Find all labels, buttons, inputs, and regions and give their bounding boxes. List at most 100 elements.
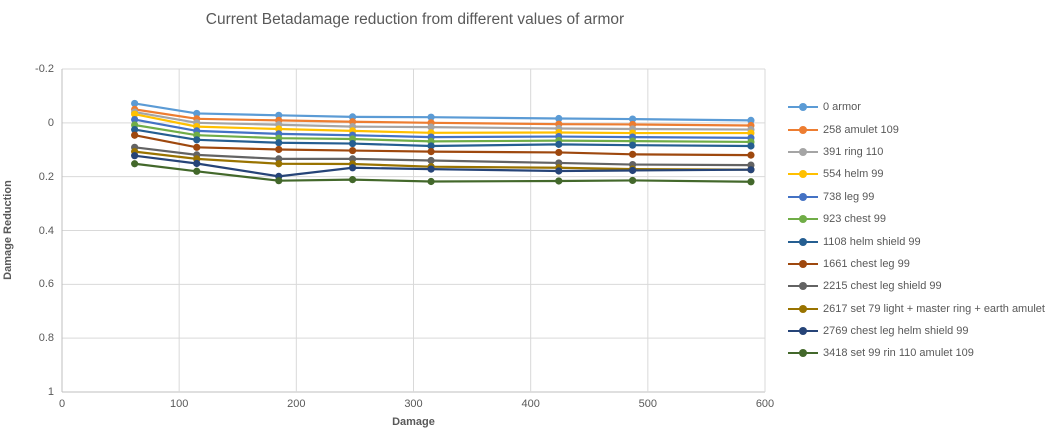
data-point-marker (131, 125, 139, 134)
data-point-marker (427, 113, 435, 121)
data-point-marker (275, 145, 283, 154)
data-point-marker (131, 131, 139, 139)
legend-item[interactable]: 1108 helm shield 99 (788, 230, 1045, 252)
legend-marker-icon (788, 147, 818, 156)
legend-label: 738 leg 99 (823, 190, 875, 203)
series-line (134, 134, 751, 157)
data-point-marker (747, 178, 755, 186)
legend-label: 1108 helm shield 99 (823, 235, 921, 248)
legend-label: 2769 chest leg helm shield 99 (823, 325, 969, 338)
data-point-marker (555, 177, 563, 185)
legend-label: 0 armor (823, 101, 861, 114)
legend-item[interactable]: 1661 chest leg 99 (788, 253, 1045, 275)
x-tick-label: 0 (58, 398, 66, 410)
y-tick-label: 0.2 (38, 170, 54, 183)
legend-item[interactable]: 0 armor (788, 96, 1045, 118)
series-line (134, 108, 751, 127)
y-tick-label: 0 (47, 116, 54, 129)
series-line (134, 128, 751, 148)
legend-label: 1661 chest leg 99 (823, 257, 910, 270)
data-point-marker (131, 110, 139, 118)
series-line (134, 146, 751, 167)
legend-marker-icon (788, 259, 818, 268)
data-point-marker (427, 165, 435, 173)
legend-item[interactable]: 554 helm 99 (788, 163, 1045, 185)
chart-title: Current Betadamage reduction from differ… (205, 11, 625, 28)
legend-label: 258 amulet 109 (823, 123, 899, 136)
series-line (134, 123, 751, 144)
data-point-marker (629, 166, 637, 175)
legend-label: 391 ring 110 (823, 145, 884, 158)
legend-item[interactable]: 738 leg 99 (788, 186, 1045, 208)
legend-label: 923 chest 99 (823, 213, 886, 226)
data-point-marker (629, 176, 637, 185)
data-point-marker (131, 116, 139, 124)
y-axis-title: Damage Reduction (2, 180, 14, 280)
data-point-marker (193, 109, 201, 118)
legend-label: 2215 chest leg shield 99 (823, 280, 942, 293)
chart-legend: 0 armor 258 amulet 109 391 ring 110 554 hel… (788, 96, 1045, 365)
y-tick-label: 1 (47, 386, 54, 398)
data-point-marker (348, 155, 357, 163)
data-point-marker (131, 160, 139, 168)
data-point-marker (555, 167, 563, 175)
legend-marker-icon (788, 237, 818, 246)
y-tick-label: 0.4 (38, 224, 54, 237)
legend-label: 3418 set 99 rin 110 amulet 109 (823, 347, 974, 360)
legend-item[interactable]: 2769 chest leg helm shield 99 (788, 320, 1045, 342)
y-tick-label: 0.8 (38, 332, 54, 345)
data-point-marker (747, 166, 755, 174)
legend-marker-icon (788, 125, 818, 134)
data-point-marker (629, 115, 637, 123)
data-point-marker (427, 148, 435, 156)
data-point-marker (747, 142, 755, 150)
data-point-marker (555, 140, 563, 148)
x-tick-label: 500 (638, 398, 657, 410)
legend-marker-icon (788, 282, 818, 291)
data-point-marker (193, 143, 201, 151)
legend-label: 554 helm 99 (823, 168, 884, 181)
legend-marker-icon (788, 192, 818, 201)
data-point-marker (348, 176, 357, 184)
series-line (134, 154, 751, 178)
data-point-marker (275, 160, 283, 168)
legend-marker-icon (788, 304, 818, 313)
legend-item[interactable]: 923 chest 99 (788, 208, 1045, 230)
data-point-marker (193, 159, 201, 168)
y-tick-label: -0.2 (35, 63, 54, 75)
data-point-marker (275, 111, 283, 119)
data-point-marker (427, 142, 435, 150)
x-tick-label: 100 (169, 398, 189, 410)
data-point-marker (275, 177, 283, 185)
data-point-marker (629, 141, 637, 149)
legend-label: 2617 set 79 light + master ring + earth … (823, 302, 1045, 315)
legend-item[interactable]: 3418 set 99 rin 110 amulet 109 (788, 342, 1045, 364)
data-point-marker (275, 139, 283, 147)
series-line (134, 118, 751, 140)
data-point-marker (555, 114, 563, 123)
data-point-marker (629, 150, 637, 158)
legend-item[interactable]: 2617 set 79 light + master ring + earth … (788, 298, 1045, 320)
data-point-marker (555, 148, 563, 157)
series-line (134, 113, 751, 135)
legend-marker-icon (788, 215, 818, 224)
x-tick-label: 400 (521, 398, 540, 410)
data-point-marker (747, 151, 755, 159)
legend-marker-icon (788, 327, 818, 336)
data-point-marker (747, 116, 755, 125)
data-point-marker (348, 139, 357, 148)
x-axis-title: Damage (392, 416, 435, 428)
legend-item[interactable]: 2215 chest leg shield 99 (788, 275, 1045, 297)
legend-item[interactable]: 391 ring 110 (788, 141, 1045, 163)
series-line (134, 110, 751, 131)
legend-marker-icon (788, 349, 818, 358)
legend-item[interactable]: 258 amulet 109 (788, 118, 1045, 140)
data-point-marker (427, 177, 435, 186)
series-line (134, 150, 751, 171)
data-point-marker (348, 146, 357, 155)
data-point-marker (131, 99, 139, 108)
data-point-marker (427, 123, 435, 131)
y-tick-label: 0.6 (38, 278, 54, 291)
